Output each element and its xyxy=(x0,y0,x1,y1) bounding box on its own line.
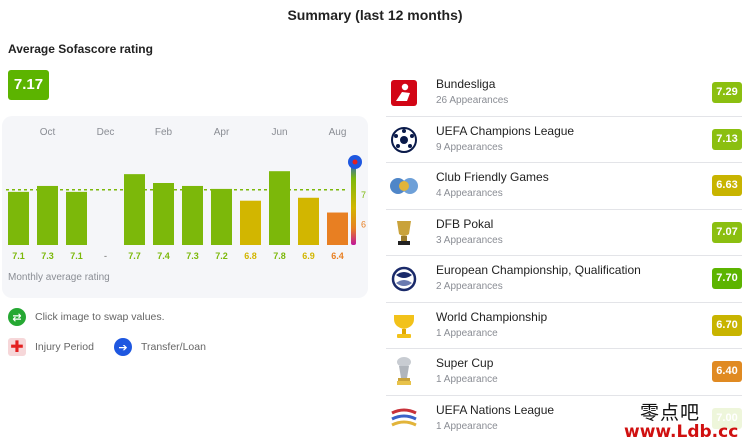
rating-bar[interactable] xyxy=(327,212,348,245)
competition-rating-badge: 6.63 xyxy=(712,175,742,196)
competition-name: UEFA Champions League xyxy=(436,123,575,138)
average-rating-badge: 7.17 xyxy=(8,70,49,100)
month-tick-label: Feb xyxy=(155,127,173,138)
competition-rating-badge: 7.07 xyxy=(712,221,742,243)
bar-value-label: 7.4 xyxy=(157,251,170,261)
competition-row[interactable]: World Championship 1 Appearance 6.70 xyxy=(386,303,742,349)
swap-icon: ⇄ xyxy=(8,308,26,326)
bar-value-label: 7.3 xyxy=(186,251,199,261)
rating-bar[interactable] xyxy=(298,197,319,245)
bar-value-label: 7.3 xyxy=(41,251,54,261)
competition-appearances: 26 Appearances xyxy=(436,95,509,106)
competition-row[interactable]: UEFA Champions League 9 Appearances 7.13 xyxy=(386,117,742,163)
competition-appearances: 4 Appearances xyxy=(436,188,503,199)
bar-value-label: 7.2 xyxy=(215,251,228,261)
swap-hint-text: Click image to swap values. xyxy=(35,311,165,323)
competition-row[interactable]: Super Cup 1 Appearance 6.40 xyxy=(386,349,742,396)
club-friendly-logo-icon xyxy=(388,171,420,201)
rating-bar[interactable] xyxy=(182,185,203,245)
competition-rating-badge: 7.13 xyxy=(712,128,742,150)
watermark-chinese-text: 零点吧 xyxy=(640,402,701,424)
competition-name: World Championship xyxy=(436,309,548,324)
competition-row[interactable]: Bundesliga 26 Appearances 7.29 xyxy=(386,70,742,117)
euro-qualification-logo-icon xyxy=(388,264,420,294)
rating-bar[interactable] xyxy=(37,185,58,245)
competition-name: European Championship, Qualification xyxy=(436,263,641,277)
competition-name: Bundesliga xyxy=(436,77,496,91)
competition-appearances: 1 Appearance xyxy=(436,420,498,432)
average-rating-title: Average Sofascore rating xyxy=(8,42,153,56)
transfer-marker-dot xyxy=(352,159,358,165)
bundesliga-logo-icon xyxy=(388,78,420,108)
rating-bar[interactable] xyxy=(8,191,29,245)
rating-bar[interactable] xyxy=(269,171,290,245)
injury-legend-text: Injury Period xyxy=(35,341,94,353)
competition-row[interactable]: Club Friendly Games 4 Appearances 6.63 xyxy=(386,163,742,210)
competition-appearances: 1 Appearance xyxy=(436,374,498,385)
injury-icon: ✚ xyxy=(8,338,26,356)
world-cup-logo-icon xyxy=(388,311,420,341)
rating-bar[interactable] xyxy=(211,188,232,245)
competition-name: UEFA Nations League xyxy=(436,402,555,417)
bar-value-label: 6.8 xyxy=(244,251,257,261)
watermark-url-text: www.Ldb.cc xyxy=(624,422,739,442)
chart-caption: Monthly average rating xyxy=(8,272,110,283)
scale-tick-label: 6 xyxy=(361,219,366,229)
bar-value-label: 7.1 xyxy=(70,251,83,261)
transfer-icon: ➔ xyxy=(113,338,132,356)
month-tick-label: Apr xyxy=(214,127,230,138)
monthly-rating-chart[interactable]: 7.1 Oct 7.3 7.1 Dec - 7.7 Feb 7.4 7.3 Apr 7.2 6.8 Jun… xyxy=(2,116,368,298)
competition-appearances: 1 Appearance xyxy=(436,327,498,339)
watermark: 零点吧 www.Ldb.cc xyxy=(612,396,750,448)
rating-scale-strip xyxy=(351,162,356,245)
competition-row[interactable]: European Championship, Qualification 2 Ap… xyxy=(386,256,742,303)
bar-value-label: - xyxy=(104,251,107,261)
monthly-rating-chart-svg[interactable]: 7.1 Oct 7.3 7.1 Dec - 7.7 Feb 7.4 7.3 Apr 7.2 6.8 Jun… xyxy=(2,116,368,298)
swap-hint: ⇄ Click image to swap values. xyxy=(8,308,165,326)
bar-value-label: 6.4 xyxy=(331,251,344,261)
competition-rating-badge: 7.29 xyxy=(712,82,742,103)
competition-appearances: 9 Appearances xyxy=(436,141,503,153)
scale-tick-label: 7 xyxy=(361,190,366,200)
competition-appearances: 2 Appearances xyxy=(436,281,503,292)
competition-name: DFB Pokal xyxy=(436,216,494,231)
rating-bar[interactable] xyxy=(153,183,174,245)
rating-bar[interactable] xyxy=(240,200,261,245)
legend-row: ✚ Injury Period ➔ Transfer/Loan xyxy=(8,338,206,356)
competition-list: Bundesliga 26 Appearances 7.29 UEFA Champio… xyxy=(386,70,742,442)
month-tick-label: Jun xyxy=(271,127,287,138)
month-tick-label: Aug xyxy=(329,127,347,138)
competition-row[interactable]: DFB Pokal 3 Appearances 7.07 xyxy=(386,210,742,256)
competition-rating-badge: 7.70 xyxy=(712,268,742,289)
rating-bar[interactable] xyxy=(124,174,145,245)
bar-value-label: 7.8 xyxy=(273,251,286,261)
competition-rating-badge: 6.70 xyxy=(712,314,742,336)
month-tick-label: Oct xyxy=(40,127,56,138)
competition-name: Super Cup xyxy=(436,356,494,370)
competition-appearances: 3 Appearances xyxy=(436,234,503,246)
bar-value-label: 6.9 xyxy=(302,251,315,261)
champions-league-logo-icon xyxy=(388,125,420,155)
rating-bar[interactable] xyxy=(66,191,87,245)
transfer-legend-text: Transfer/Loan xyxy=(140,341,206,353)
month-tick-label: Dec xyxy=(97,127,115,138)
bar-value-label: 7.7 xyxy=(128,251,141,261)
competition-name: Club Friendly Games xyxy=(436,170,549,184)
bar-value-label: 7.1 xyxy=(12,251,25,261)
competition-rating-badge: 6.40 xyxy=(712,361,742,382)
nations-league-logo-icon xyxy=(388,404,420,434)
super-cup-logo-icon xyxy=(388,357,420,387)
dfb-pokal-logo-icon xyxy=(388,218,420,248)
page-title: Summary (last 12 months) xyxy=(287,7,463,23)
